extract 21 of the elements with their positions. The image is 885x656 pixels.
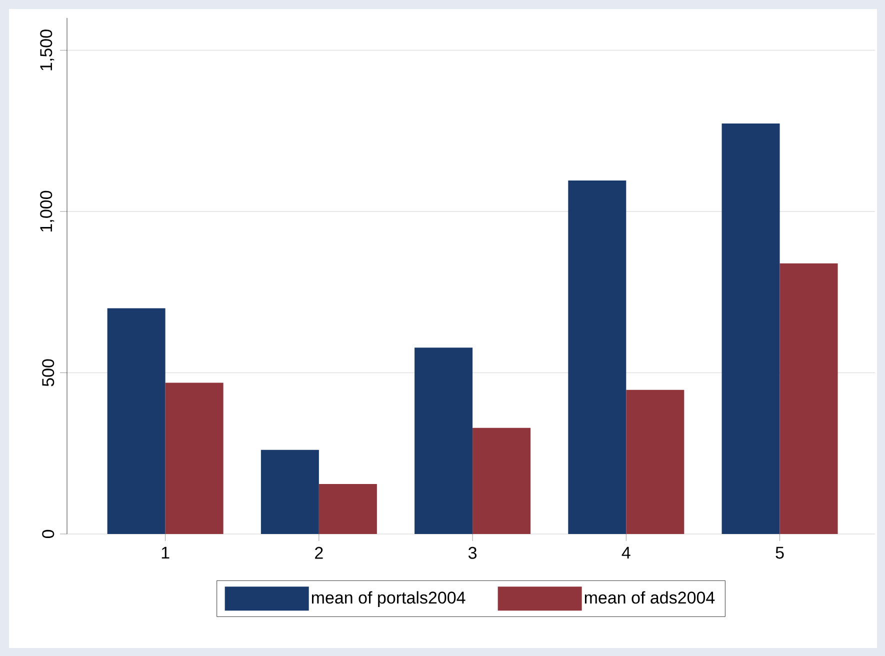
y-tick-label: 1,500	[40, 30, 54, 70]
legend-label: mean of ads2004	[584, 591, 715, 604]
bar	[318, 484, 377, 534]
bar	[780, 263, 838, 534]
x-tick-label: 1	[162, 546, 170, 559]
bar	[107, 308, 166, 534]
bar	[568, 180, 626, 534]
x-tick-label: 3	[468, 546, 477, 559]
x-tick-label: 5	[776, 546, 784, 559]
x-tick-label: 2	[315, 546, 323, 559]
bar	[626, 390, 684, 534]
y-tick-label: 500	[42, 359, 54, 386]
y-tick-label: 0	[42, 530, 54, 538]
x-tick-label: 4	[622, 546, 630, 559]
bar	[260, 450, 319, 534]
bar	[165, 382, 224, 534]
y-tick-label: 1,000	[40, 190, 54, 232]
bar	[414, 348, 473, 534]
legend-label: mean of portals2004	[312, 591, 466, 608]
bar	[472, 428, 531, 534]
bar	[722, 123, 780, 534]
